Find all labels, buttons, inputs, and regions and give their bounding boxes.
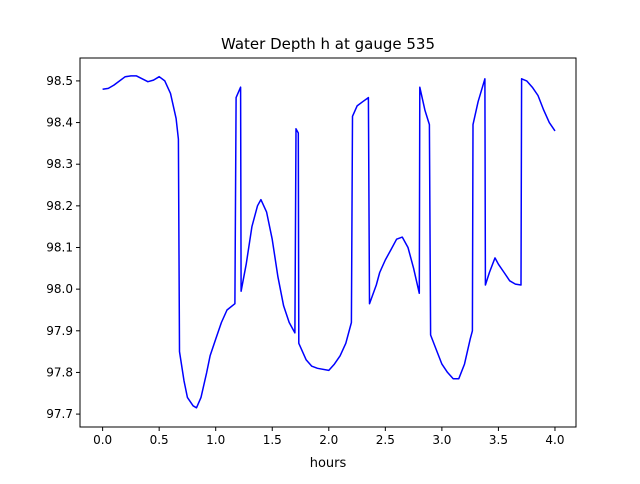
x-tick-label: 1.5 bbox=[263, 433, 282, 447]
x-tick-label: 3.0 bbox=[432, 433, 451, 447]
x-tick-label: 2.0 bbox=[319, 433, 338, 447]
plot-frame bbox=[79, 57, 577, 428]
y-tick-label: 98.0 bbox=[46, 282, 73, 296]
x-tick-label: 0.0 bbox=[93, 433, 112, 447]
x-axis-label: hours bbox=[310, 456, 347, 471]
y-tick-label: 98.4 bbox=[46, 116, 73, 130]
y-tick-label: 97.9 bbox=[46, 324, 73, 338]
y-tick-label: 98.5 bbox=[46, 74, 73, 88]
y-tick-label: 97.8 bbox=[46, 365, 73, 379]
y-tick-label: 97.7 bbox=[46, 407, 73, 421]
x-tick-label: 3.5 bbox=[489, 433, 508, 447]
y-tick-label: 98.3 bbox=[46, 157, 73, 171]
x-tick-label: 1.0 bbox=[206, 433, 225, 447]
y-tick-label: 98.1 bbox=[46, 240, 73, 254]
chart-title: Water Depth h at gauge 535 bbox=[221, 35, 435, 53]
x-tick-label: 4.0 bbox=[545, 433, 564, 447]
y-tick-label: 98.2 bbox=[46, 199, 73, 213]
x-tick-label: 0.5 bbox=[150, 433, 169, 447]
x-tick-label: 2.5 bbox=[376, 433, 395, 447]
series-line-h bbox=[102, 75, 556, 409]
